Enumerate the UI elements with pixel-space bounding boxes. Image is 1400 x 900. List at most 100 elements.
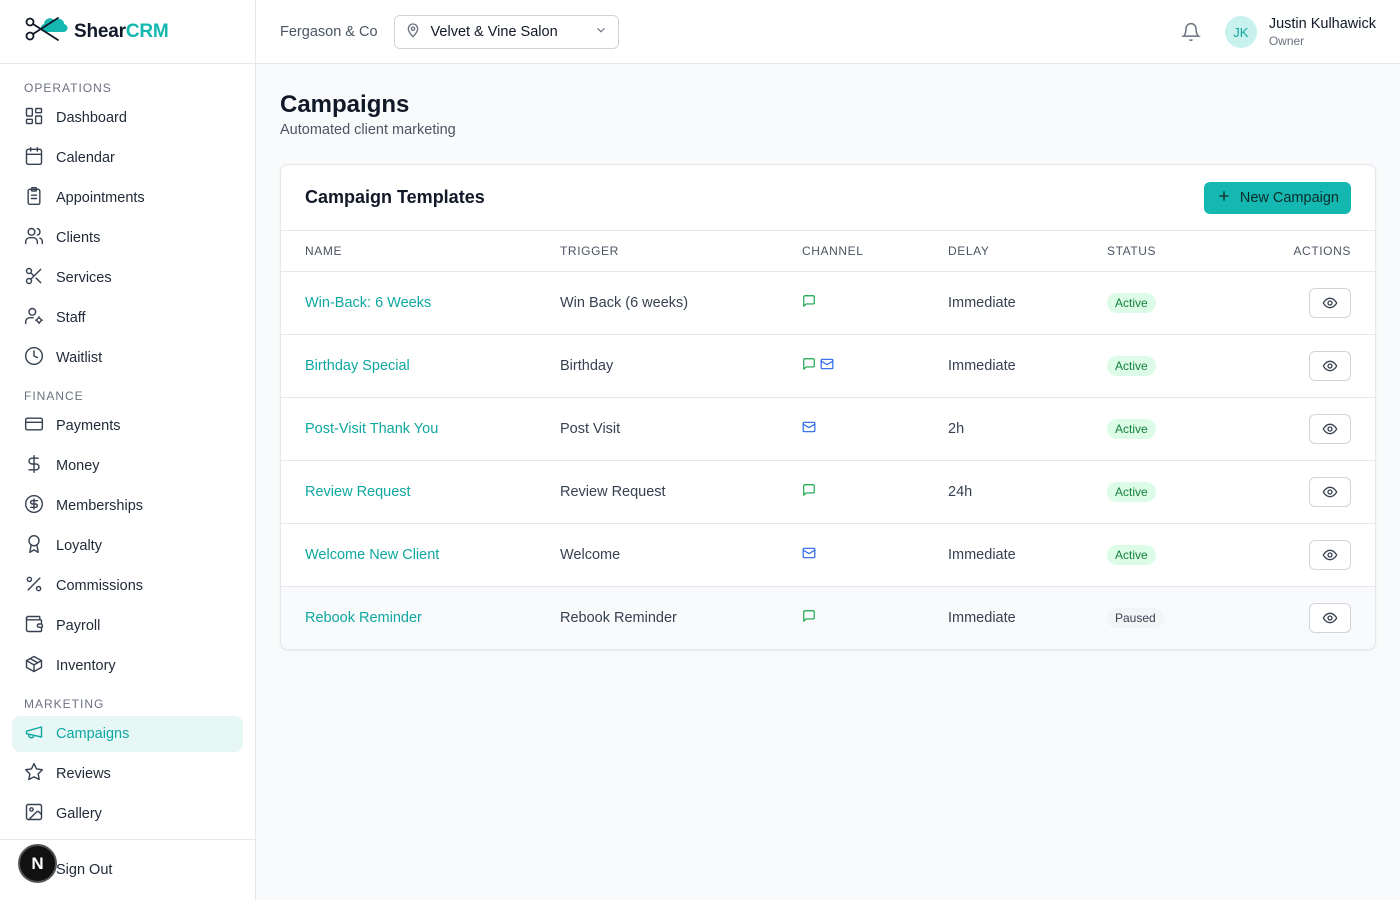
wallet-icon — [24, 614, 44, 638]
sidebar-item-label: Clients — [56, 230, 101, 246]
message-icon — [802, 294, 816, 308]
cell-actions — [1257, 271, 1375, 335]
view-campaign-button[interactable] — [1309, 476, 1351, 507]
status-badge: Active — [1107, 481, 1156, 502]
eye-icon — [1322, 484, 1338, 500]
status-badge: Active — [1107, 418, 1156, 439]
nav-section-finance: FINANCE Payments Money Memberships Loyalty Co… — [12, 388, 243, 684]
sidebar-item-clients[interactable]: Clients — [12, 220, 243, 256]
cell-status: Paused — [1107, 586, 1257, 649]
message-icon — [802, 357, 816, 371]
sidebar: ShearCRM OPERATIONS Dashboard Calendar Appo… — [0, 0, 256, 900]
column-header-trigger: TRIGGER — [560, 231, 802, 272]
cell-status: Active — [1107, 334, 1257, 398]
sidebar-item-appointments[interactable]: Appointments — [12, 180, 243, 216]
cell-actions — [1257, 523, 1375, 587]
dashboard-icon — [24, 106, 44, 130]
image-icon — [24, 802, 44, 826]
cell-delay: 2h — [948, 397, 1107, 461]
dev-tools-badge[interactable]: N — [18, 844, 57, 883]
sidebar-item-staff[interactable]: Staff — [12, 300, 243, 336]
top-header: Fergason & Co Velvet & Vine Salon JK Jus… — [256, 0, 1400, 64]
campaign-name-link[interactable]: Welcome New Client — [305, 546, 440, 563]
sidebar-item-reviews[interactable]: Reviews — [12, 756, 243, 792]
sidebar-item-payments[interactable]: Payments — [12, 408, 243, 444]
view-campaign-button[interactable] — [1309, 287, 1351, 318]
user-info[interactable]: Justin Kulhawick Owner — [1269, 16, 1376, 48]
channel-icons — [802, 483, 816, 497]
sidebar-item-label: Inventory — [56, 658, 116, 674]
table-row: Birthday Special Birthday Immediate Active — [281, 334, 1375, 398]
sidebar-item-dashboard[interactable]: Dashboard — [12, 100, 243, 136]
cell-actions — [1257, 397, 1375, 461]
location-select[interactable]: Velvet & Vine Salon — [393, 14, 619, 49]
column-header-channel: CHANNEL — [802, 231, 948, 272]
clock-icon — [24, 346, 44, 370]
table-row: Rebook Reminder Rebook Reminder Immediate P… — [281, 586, 1375, 649]
user-cog-icon — [24, 306, 44, 330]
sign-out-label: Sign Out — [56, 862, 113, 878]
nav-section-marketing: MARKETING Campaigns Reviews Gallery — [12, 696, 243, 832]
nav-section-title: MARKETING — [24, 697, 105, 711]
eye-icon — [1322, 547, 1338, 563]
location-select-value: Velvet & Vine Salon — [430, 23, 558, 40]
users-icon — [24, 226, 44, 250]
page-subtitle: Automated client marketing — [280, 122, 456, 138]
sidebar-item-waitlist[interactable]: Waitlist — [12, 340, 243, 376]
mail-icon — [802, 420, 816, 434]
view-campaign-button[interactable] — [1309, 602, 1351, 633]
view-campaign-button[interactable] — [1309, 413, 1351, 444]
brand-logo[interactable]: ShearCRM — [0, 0, 255, 64]
cell-channel — [802, 334, 948, 398]
megaphone-icon — [24, 722, 44, 746]
sidebar-item-memberships[interactable]: Memberships — [12, 488, 243, 524]
sidebar-item-label: Dashboard — [56, 110, 127, 126]
brand-name: ShearCRM — [74, 20, 169, 42]
sidebar-item-calendar[interactable]: Calendar — [12, 140, 243, 176]
user-role: Owner — [1268, 34, 1305, 48]
column-header-delay: DELAY — [948, 231, 1107, 272]
nav-section-title: OPERATIONS — [24, 81, 112, 95]
campaign-name-link[interactable]: Birthday Special — [305, 357, 410, 374]
new-campaign-button[interactable]: New Campaign — [1203, 181, 1351, 214]
nav-section-title: FINANCE — [24, 389, 84, 403]
cell-status: Active — [1107, 271, 1257, 335]
sidebar-item-campaigns[interactable]: Campaigns — [12, 716, 243, 752]
cell-status: Active — [1107, 523, 1257, 587]
table-row: Review Request Review Request 24h Active — [281, 460, 1375, 524]
sidebar-item-commissions[interactable]: Commissions — [12, 568, 243, 604]
badge-dollar-icon — [24, 494, 44, 518]
cell-delay: Immediate — [948, 271, 1107, 335]
campaigns-table: NAME TRIGGER CHANNEL DELAY STATUS ACTION… — [281, 231, 1375, 649]
status-badge: Active — [1107, 544, 1156, 565]
sidebar-item-label: Memberships — [56, 498, 144, 514]
cell-channel — [802, 271, 948, 335]
scissors-icon — [24, 266, 44, 290]
sidebar-item-inventory[interactable]: Inventory — [12, 648, 243, 684]
header-right: JK Justin Kulhawick Owner — [1180, 0, 1376, 64]
sidebar-item-loyalty[interactable]: Loyalty — [12, 528, 243, 564]
sidebar-item-label: Appointments — [56, 190, 145, 206]
campaign-name-link[interactable]: Rebook Reminder — [305, 609, 422, 626]
sidebar-nav: OPERATIONS Dashboard Calendar Appointments C… — [0, 64, 255, 832]
credit-card-icon — [24, 414, 44, 438]
cell-trigger: Post Visit — [560, 397, 802, 461]
campaign-name-link[interactable]: Post-Visit Thank You — [305, 420, 439, 437]
view-campaign-button[interactable] — [1309, 539, 1351, 570]
cell-name: Win-Back: 6 Weeks — [281, 271, 560, 335]
sidebar-item-payroll[interactable]: Payroll — [12, 608, 243, 644]
table-row: Welcome New Client Welcome Immediate Active — [281, 523, 1375, 587]
view-campaign-button[interactable] — [1309, 350, 1351, 381]
sidebar-item-services[interactable]: Services — [12, 260, 243, 296]
cell-trigger: Birthday — [560, 334, 802, 398]
card-title: Campaign Templates — [305, 187, 485, 207]
campaign-name-link[interactable]: Review Request — [305, 483, 411, 500]
sidebar-item-gallery[interactable]: Gallery — [12, 796, 243, 832]
cell-channel — [802, 460, 948, 524]
sidebar-item-money[interactable]: Money — [12, 448, 243, 484]
eye-icon — [1322, 358, 1338, 374]
bell-icon[interactable] — [1180, 22, 1201, 42]
cell-name: Review Request — [281, 460, 560, 524]
avatar[interactable]: JK — [1224, 16, 1257, 48]
campaign-name-link[interactable]: Win-Back: 6 Weeks — [305, 294, 432, 311]
